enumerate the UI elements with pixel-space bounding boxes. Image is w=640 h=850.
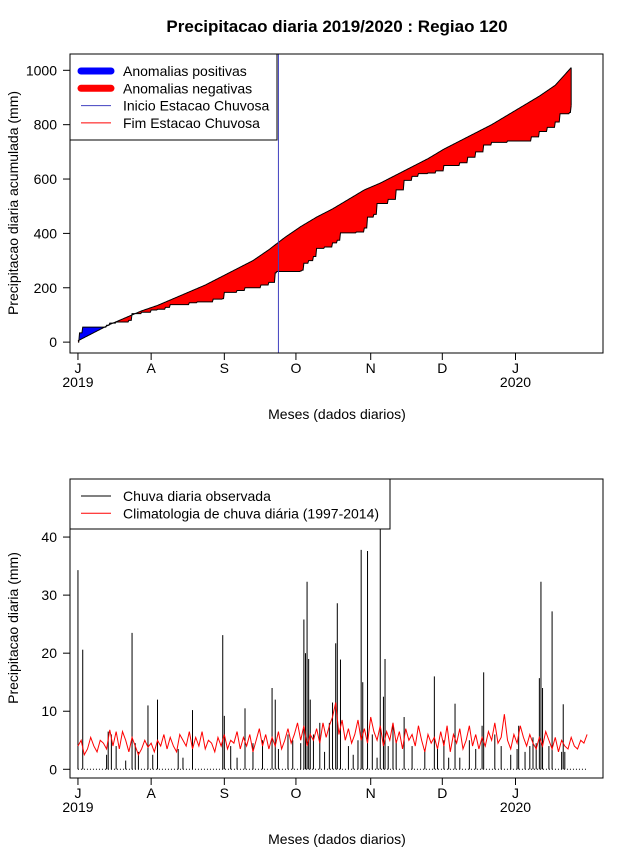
x-tick-label: A	[146, 785, 156, 801]
daily-legend-box	[69, 478, 391, 530]
x-tick-label: A	[146, 360, 156, 376]
x-tick-label: J	[512, 360, 519, 376]
x-tick-label: N	[366, 360, 376, 376]
y-tick-label: 600	[34, 171, 58, 187]
y-tick-label: 30	[41, 587, 57, 603]
y-tick-label: 40	[41, 529, 57, 545]
year-label: 2019	[62, 799, 93, 815]
legend-label: Anomalias negativas	[123, 80, 252, 96]
y-tick-label: 1000	[26, 62, 57, 78]
climatology-daily-line	[77, 702, 588, 757]
accumulated-xlabel: Meses (dados diarios)	[268, 406, 406, 422]
daily-xlabel: Meses (dados diarios)	[268, 831, 406, 847]
y-tick-label: 800	[34, 117, 58, 133]
chart-title: Precipitacao diaria 2019/2020 : Regiao 1…	[166, 17, 507, 36]
daily-ylabel: Precipitacao diaria (mm)	[5, 552, 21, 704]
legend-label: Inicio Estacao Chuvosa	[123, 98, 270, 114]
y-tick-label: 0	[49, 761, 57, 777]
x-tick-label: N	[366, 785, 376, 801]
legend-label: Climatologia de chuva diária (1997-2014)	[123, 505, 379, 521]
daily-data	[77, 492, 588, 770]
legend-label: Fim Estacao Chuvosa	[123, 115, 260, 131]
year-label: 2020	[500, 799, 531, 815]
x-tick-label: D	[437, 360, 447, 376]
legend-label: Chuva diaria observada	[123, 488, 271, 504]
year-label: 2019	[62, 374, 93, 390]
x-tick-label: S	[220, 785, 229, 801]
x-tick-label: O	[290, 360, 301, 376]
climatology-cumulative-line	[77, 67, 572, 342]
x-tick-label: S	[220, 360, 229, 376]
accumulated-ylabel: Precipitacao diaria acumulada (mm)	[5, 91, 21, 315]
accumulated-data	[77, 54, 572, 353]
x-tick-label: D	[437, 785, 447, 801]
y-tick-label: 10	[41, 703, 57, 719]
legend-label: Anomalias positivas	[123, 63, 247, 79]
y-tick-label: 0	[49, 334, 57, 350]
y-tick-label: 400	[34, 225, 58, 241]
x-tick-label: J	[512, 785, 519, 801]
panel-accumulated-frame	[69, 53, 604, 354]
y-tick-label: 20	[41, 645, 57, 661]
year-label: 2020	[500, 374, 531, 390]
x-tick-label: J	[74, 785, 81, 801]
x-tick-label: O	[290, 785, 301, 801]
y-tick-label: 200	[34, 280, 58, 296]
observed-cumulative-line	[77, 105, 572, 343]
x-tick-label: J	[74, 360, 81, 376]
